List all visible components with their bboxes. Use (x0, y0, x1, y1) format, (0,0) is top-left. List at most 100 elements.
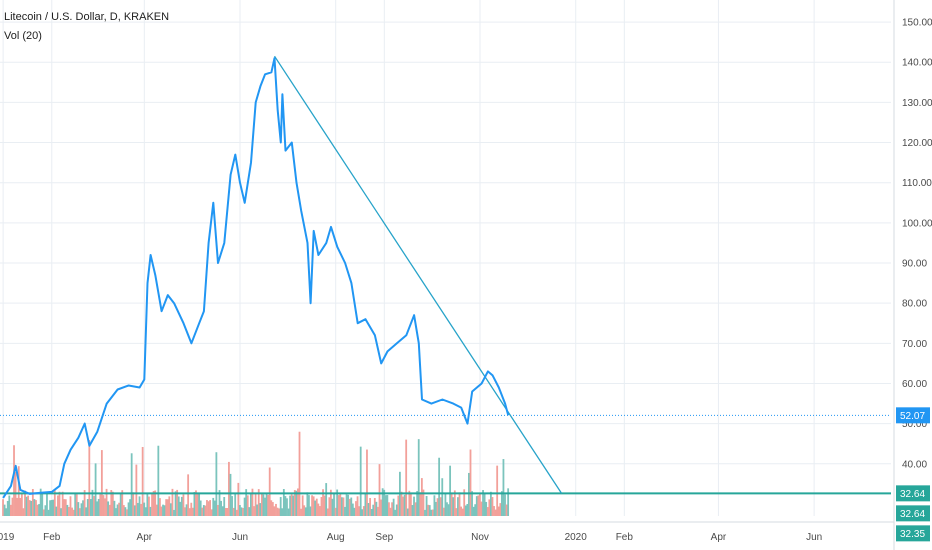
volume-bar (350, 497, 353, 516)
volume-bar (433, 495, 436, 516)
volume-bar (383, 489, 386, 516)
volume-bar (482, 490, 484, 516)
volume-bar (207, 501, 210, 516)
volume-bar (228, 461, 230, 516)
volume-bar (113, 500, 116, 516)
x-tick-label: 2019 (0, 532, 15, 543)
volume-bar (221, 506, 224, 516)
volume-bar (314, 500, 317, 516)
volume-bar (217, 504, 219, 516)
volume-bar (35, 500, 37, 516)
volume-bar (392, 498, 395, 516)
volume-bar (144, 507, 147, 516)
volume-bar (187, 474, 190, 516)
volume-bar (475, 496, 478, 516)
volume-bar (303, 505, 306, 516)
volume-bar (463, 489, 466, 516)
volume-bar (322, 489, 324, 516)
volume-bar (408, 490, 411, 516)
volume-bar (2, 499, 4, 516)
volume-bar (430, 509, 433, 516)
price-badge-bg (896, 407, 930, 424)
price-line (2, 57, 510, 499)
volume-bar (234, 493, 237, 516)
volume-bar (405, 439, 408, 516)
volume-bar (58, 491, 61, 516)
volume-bar (50, 499, 53, 516)
volume-bar (218, 490, 221, 516)
price-badge: 52.07 (900, 411, 925, 422)
volume-bar (419, 492, 422, 516)
volume-bar (44, 505, 47, 516)
volume-bar (420, 478, 423, 516)
volume-bar (461, 508, 464, 516)
y-tick-label: 150.00 (902, 18, 932, 29)
volume-bar (31, 488, 34, 516)
volume-bar (453, 490, 456, 516)
volume-bar (39, 488, 42, 516)
volume-bar (402, 496, 404, 516)
volume-bar (300, 508, 302, 516)
volume-bar (278, 508, 281, 516)
volume-bar (262, 494, 265, 516)
volume-bar (431, 509, 434, 516)
volume-bar (55, 506, 58, 516)
volume-bar (356, 496, 359, 516)
volume-bar (64, 499, 67, 516)
volume-bar (177, 496, 180, 516)
volume-bar (220, 500, 222, 516)
volume-bar (281, 508, 284, 516)
volume-bar (151, 493, 153, 516)
volume-bar (416, 490, 419, 516)
volume-bar (334, 507, 337, 516)
volume-bar (209, 500, 212, 516)
volume-bar (331, 498, 334, 516)
volume-bar (8, 495, 11, 516)
volume-bar (41, 493, 44, 516)
volume-bar (381, 488, 384, 516)
volume-bar (367, 503, 370, 516)
volume-bar (68, 506, 70, 516)
volume-bar (494, 509, 497, 516)
x-tick-label: Sep (375, 532, 393, 543)
volume-bar (301, 495, 304, 516)
volume-bar (47, 509, 50, 516)
volume-bar (82, 500, 84, 516)
volume-bar (116, 504, 119, 516)
volume-bar (353, 507, 356, 516)
volume-bar (348, 498, 351, 516)
volume-bar (180, 496, 183, 516)
volume-bar (489, 491, 492, 516)
volume-bar (240, 507, 243, 516)
volume-bar (140, 503, 142, 516)
volume-bar (337, 495, 340, 516)
volume-bar (224, 507, 227, 516)
volume-bar (185, 504, 188, 516)
volume-bar (202, 505, 205, 516)
volume-bar (505, 504, 508, 516)
trendline[interactable] (273, 55, 563, 494)
volume-bar (52, 499, 55, 516)
volume-bar (237, 482, 240, 516)
volume-bar (17, 466, 20, 516)
volume-bar (66, 504, 69, 516)
y-tick-label: 100.00 (902, 218, 932, 229)
y-tick-label: 80.00 (902, 299, 927, 310)
volume-bar (409, 492, 412, 516)
volume-bar (449, 465, 452, 516)
x-tick-label: Jun (806, 532, 822, 543)
volume-bar (325, 483, 328, 516)
volume-bar (284, 496, 287, 516)
volume-bar (485, 501, 488, 516)
volume-bar (53, 490, 56, 516)
volume-bar (290, 494, 293, 516)
volume-bar (249, 493, 252, 516)
volume-bar (257, 489, 260, 516)
volume-bar (414, 502, 417, 516)
volume-bar (60, 508, 62, 516)
volume-bar (468, 472, 470, 516)
trendline-segment[interactable] (273, 55, 563, 494)
volume-bar (99, 494, 102, 516)
